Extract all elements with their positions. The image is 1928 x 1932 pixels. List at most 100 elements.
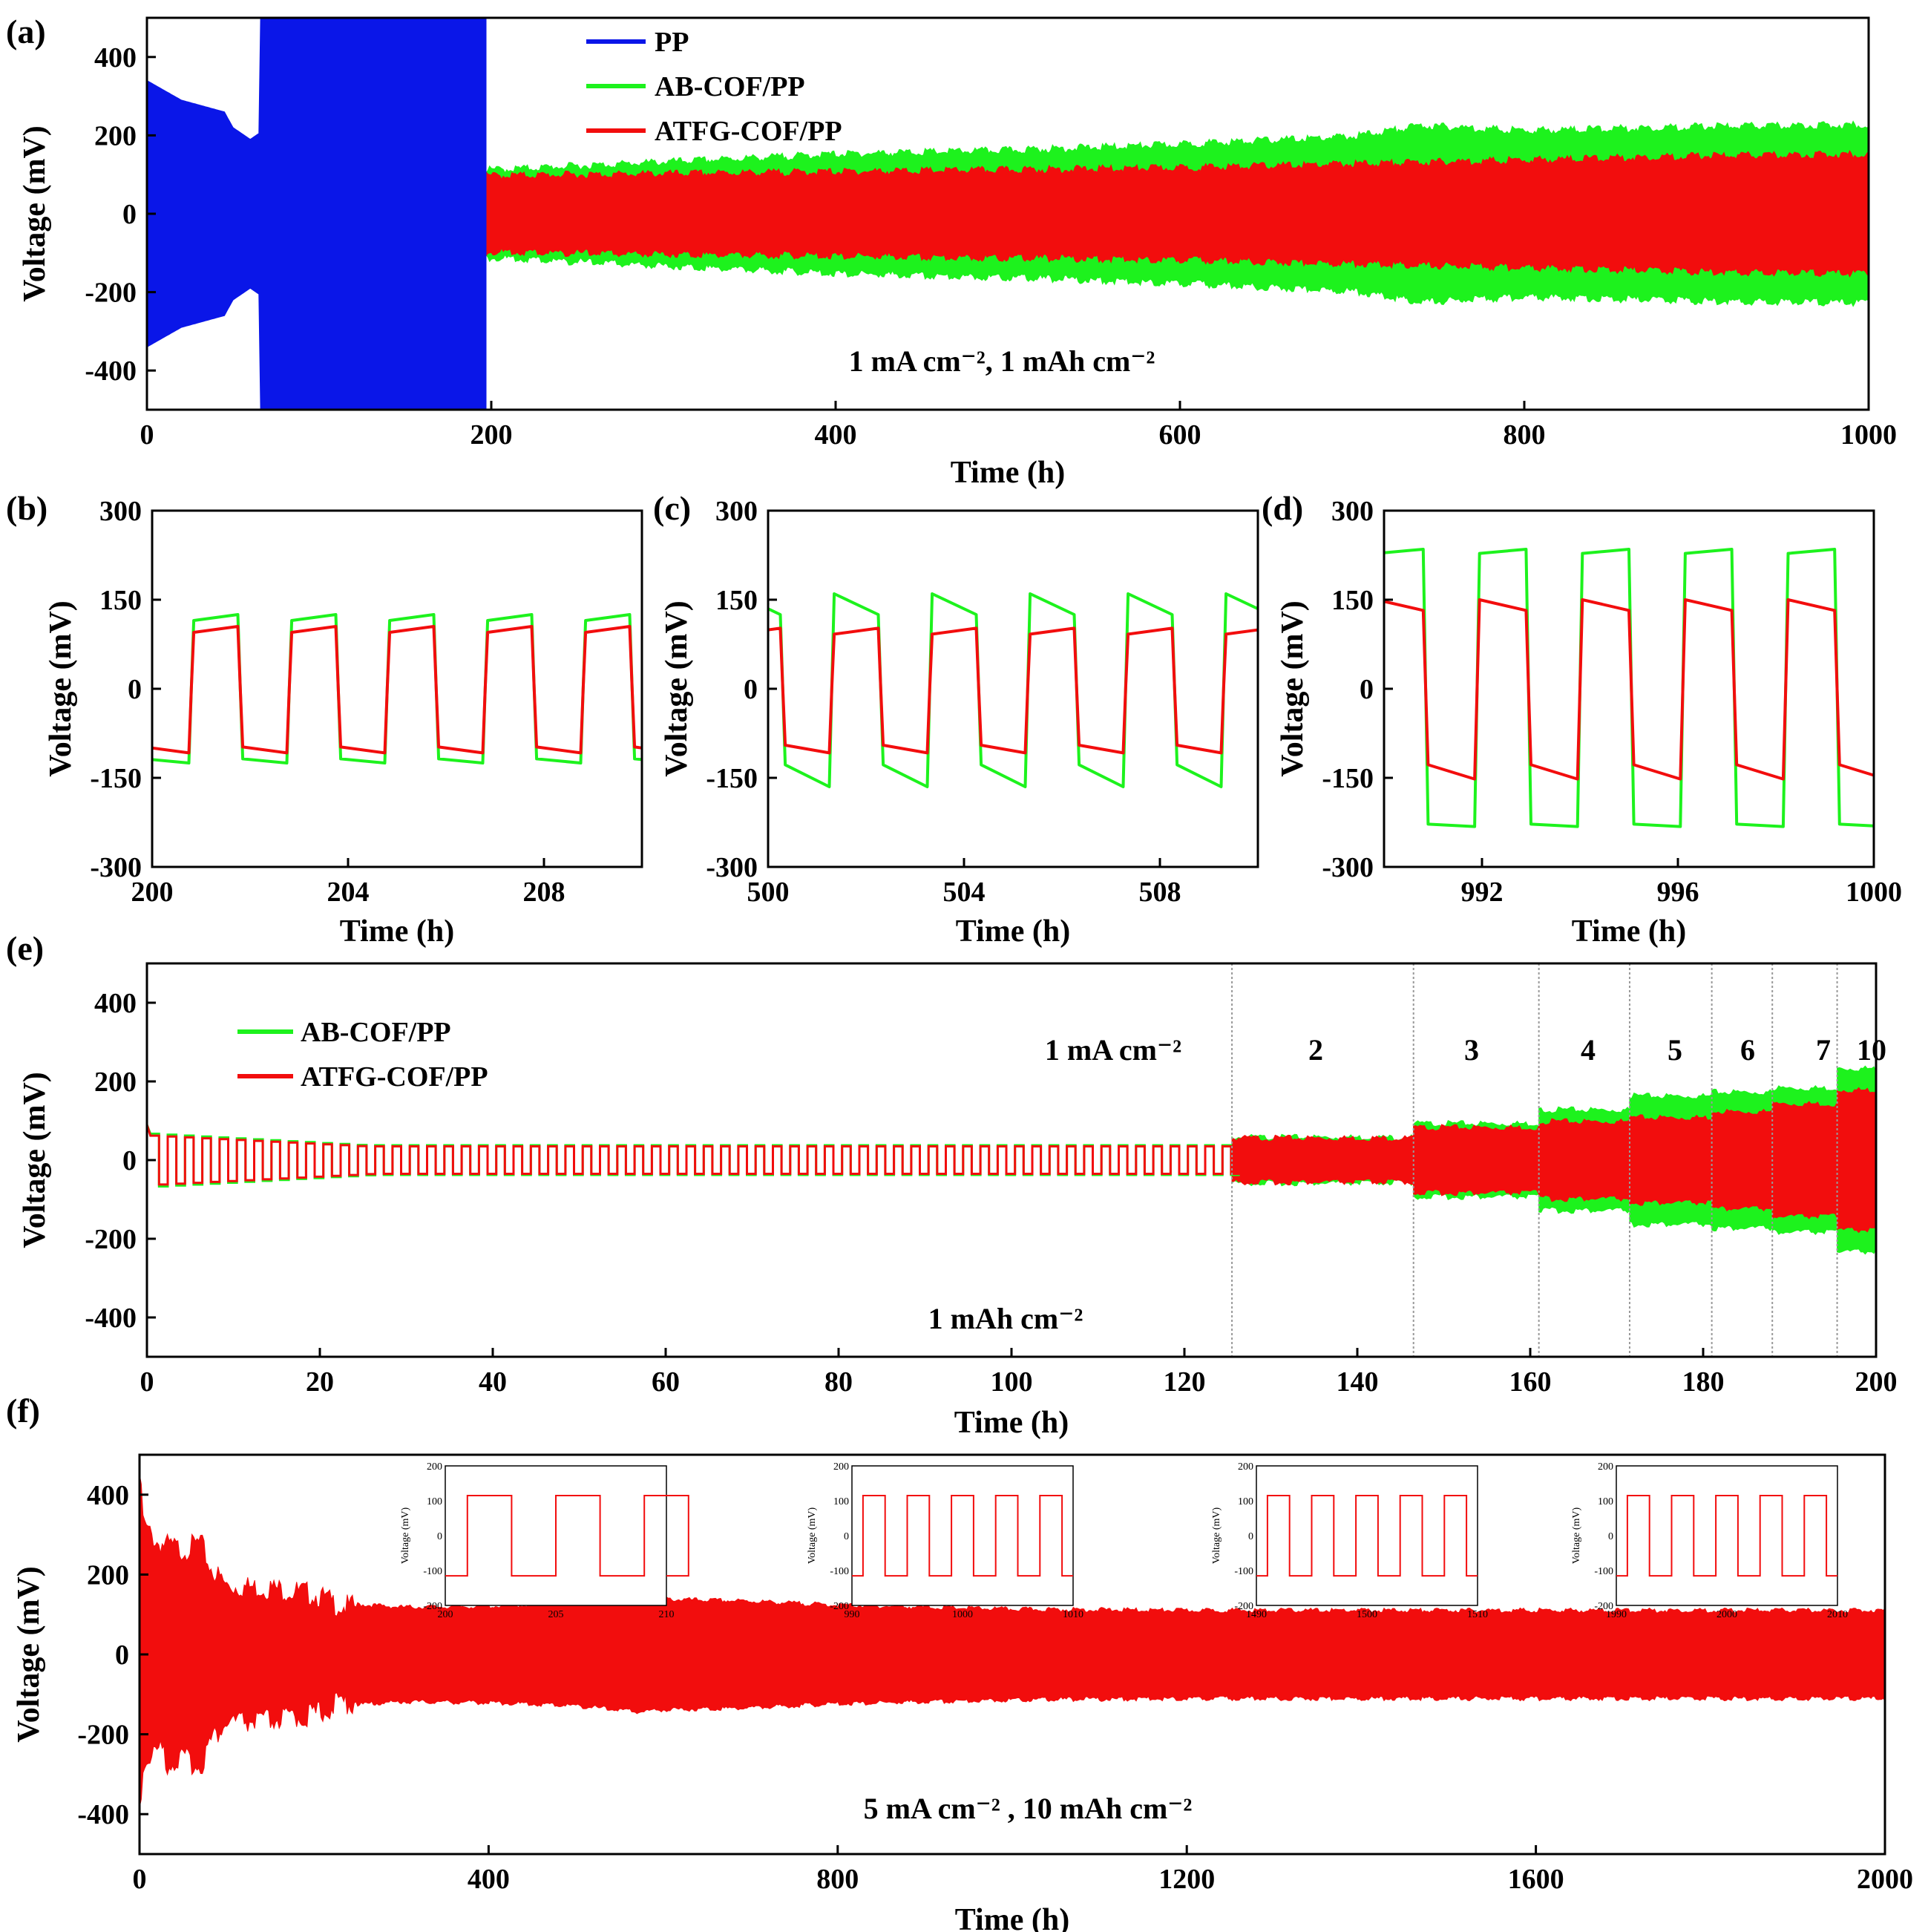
- inset-x-tick-label: 1490: [1246, 1609, 1267, 1620]
- inset-y-tick-label: -200: [1594, 1601, 1613, 1612]
- y-tick-label: -150: [90, 763, 142, 794]
- panel-c: 500 504 508 -300 -150 0 150 300 Time (h) Voltage …: [653, 489, 1259, 949]
- legend: PP AB-COF/PP ATFG-COF/PP: [586, 27, 842, 147]
- x-tick-label: 140: [1337, 1366, 1379, 1398]
- x-tick-label: 200: [470, 419, 513, 451]
- y-tick-label: 200: [87, 1559, 129, 1591]
- rate-label: 6: [1740, 1033, 1755, 1067]
- y-axis-label: Voltage (mV): [1276, 600, 1310, 777]
- x-tick-label: 80: [824, 1366, 853, 1398]
- x-tick-label: 1600: [1508, 1864, 1564, 1895]
- x-tick-label: 996: [1657, 877, 1699, 908]
- x-tick-label: 0: [140, 419, 154, 451]
- legend-label: ATFG-COF/PP: [301, 1061, 488, 1093]
- x-tick-label: 504: [943, 877, 986, 908]
- y-tick-label: 300: [715, 496, 758, 527]
- x-tick-label: 400: [468, 1864, 510, 1895]
- y-tick-label: 0: [1360, 674, 1374, 705]
- annotation: 1 mA cm⁻², 1 mAh cm⁻²: [849, 344, 1155, 378]
- y-tick-label: 200: [94, 120, 137, 151]
- annotation: 5 mA cm⁻² , 10 mAh cm⁻²: [864, 1792, 1193, 1825]
- y-tick-label: 0: [115, 1640, 129, 1671]
- x-tick-label: 2000: [1857, 1864, 1913, 1895]
- inset-frame: [1616, 1465, 1838, 1606]
- series-line-atfg-cof-pp: [152, 625, 642, 755]
- axes-frame: [151, 509, 643, 868]
- segment-envelope-red: [1231, 1134, 1414, 1186]
- x-tick-label: 992: [1461, 877, 1504, 908]
- x-tick-label: 200: [1855, 1366, 1898, 1398]
- segment-envelope-red: [1538, 1118, 1630, 1202]
- plot-area: [147, 18, 1869, 410]
- rate-label: 7: [1816, 1033, 1831, 1067]
- x-tick-label: 208: [523, 877, 565, 908]
- y-tick-label: -150: [1322, 763, 1374, 794]
- inset-y-tick-label: 200: [833, 1461, 849, 1473]
- panel-e: 0 20 40 60 80 100 120 140 160 180 200 -400 -200 0 200 4…: [6, 929, 1898, 1440]
- x-axis-label: Time (h): [954, 1406, 1069, 1440]
- legend-label: PP: [655, 27, 689, 58]
- x-axis-label: Time (h): [951, 456, 1065, 490]
- inset-x-tick-label: 1500: [1357, 1609, 1377, 1620]
- series-envelope-pp: [147, 18, 487, 410]
- inset-y-axis-label: Voltage (mV): [1571, 1507, 1582, 1564]
- y-tick-label: -150: [706, 763, 758, 794]
- inset-y-tick-label: 200: [427, 1461, 442, 1473]
- segment-envelope-red: [1837, 1087, 1876, 1234]
- inset-1: -200 -100 0 100 200 200 205 210 Voltage (mV): [400, 1461, 689, 1620]
- x-tick-label: 100: [991, 1366, 1033, 1398]
- inset-x-tick-label: 2010: [1827, 1609, 1848, 1620]
- y-tick-label: 0: [122, 199, 137, 230]
- inset-4: -200 -100 0 100 200 1990 2000 2010 Voltage (mV): [1571, 1461, 1848, 1620]
- inset-x-tick-label: 2000: [1716, 1609, 1737, 1620]
- panel-label: (e): [6, 929, 44, 967]
- inset-y-tick-label: -100: [1234, 1566, 1253, 1577]
- x-tick-label: 1200: [1158, 1864, 1215, 1895]
- inset-x-tick-label: 1010: [1063, 1609, 1083, 1620]
- series-envelope-atfg-cof-pp: [140, 1474, 1885, 1808]
- y-tick-label: -400: [85, 1303, 137, 1334]
- x-tick-label: 508: [1139, 877, 1181, 908]
- inset-x-tick-label: 990: [845, 1609, 860, 1620]
- plot-area: [152, 613, 642, 764]
- panel-d: 992 996 1000 -300 -150 0 150 300 Time (h) Voltage…: [1262, 489, 1902, 949]
- inset-y-tick-label: -100: [830, 1566, 849, 1577]
- panel-b: 200 204 208 -300 -150 0 150 300 Time (h) Voltage …: [6, 489, 643, 949]
- plot-area: [140, 1474, 1885, 1808]
- inset-frame: [851, 1465, 1074, 1606]
- inset-square-wave: [852, 1495, 1073, 1577]
- legend: AB-COF/PP ATFG-COF/PP: [237, 1017, 488, 1093]
- inset-y-tick-label: -200: [423, 1601, 442, 1612]
- y-tick-label: 400: [94, 42, 137, 73]
- y-tick-label: -300: [90, 852, 142, 883]
- legend-label: AB-COF/PP: [655, 71, 805, 102]
- x-tick-label: 800: [1504, 419, 1546, 451]
- inset-y-tick-label: 0: [844, 1531, 849, 1542]
- rate-label: 5: [1668, 1033, 1682, 1067]
- inset-y-axis-label: Voltage (mV): [1211, 1507, 1222, 1564]
- rate-label: 1 mA cm⁻²: [1045, 1033, 1181, 1067]
- panel-label: (d): [1262, 489, 1303, 527]
- inset-x-tick-label: 200: [438, 1609, 453, 1620]
- inset-y-axis-label: Voltage (mV): [807, 1507, 818, 1564]
- inset-square-wave: [445, 1495, 689, 1577]
- inset-2: -200 -100 0 100 200 990 1000 1010 Voltage (mV): [807, 1461, 1083, 1620]
- annotation: 1 mAh cm⁻²: [928, 1302, 1083, 1335]
- plot-area: [1384, 548, 1874, 828]
- y-tick-label: 400: [87, 1480, 129, 1511]
- panel-label: (b): [6, 489, 47, 527]
- x-axis-label: Time (h): [340, 914, 454, 949]
- y-axis-label: Voltage (mV): [18, 125, 52, 302]
- x-tick-label: 600: [1159, 419, 1201, 451]
- segment-envelope-red: [1771, 1100, 1838, 1220]
- series-line-ab-cof-pp: [1384, 548, 1874, 828]
- inset-y-tick-label: 100: [1238, 1496, 1253, 1507]
- inset-y-tick-label: 0: [1248, 1531, 1253, 1542]
- plot-area: [147, 1065, 1876, 1255]
- y-tick-label: -400: [77, 1799, 129, 1830]
- x-tick-label: 200: [131, 877, 174, 908]
- series-line-atfg-cof-pp: [768, 626, 1258, 755]
- inset-y-axis-label: Voltage (mV): [400, 1507, 411, 1564]
- axes-frame: [767, 509, 1259, 868]
